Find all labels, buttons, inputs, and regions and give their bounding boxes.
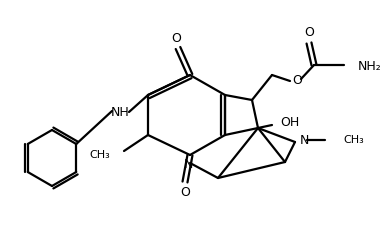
Text: N: N [183,159,193,172]
Text: N: N [300,134,309,146]
Text: O: O [180,186,190,198]
Text: O: O [304,27,314,39]
Text: O: O [292,75,302,88]
Text: O: O [171,31,181,45]
Text: OH: OH [280,116,299,129]
Text: CH₃: CH₃ [89,150,110,160]
Text: NH₂: NH₂ [358,60,382,73]
Text: CH₃: CH₃ [343,135,364,145]
Text: NH: NH [110,106,130,119]
